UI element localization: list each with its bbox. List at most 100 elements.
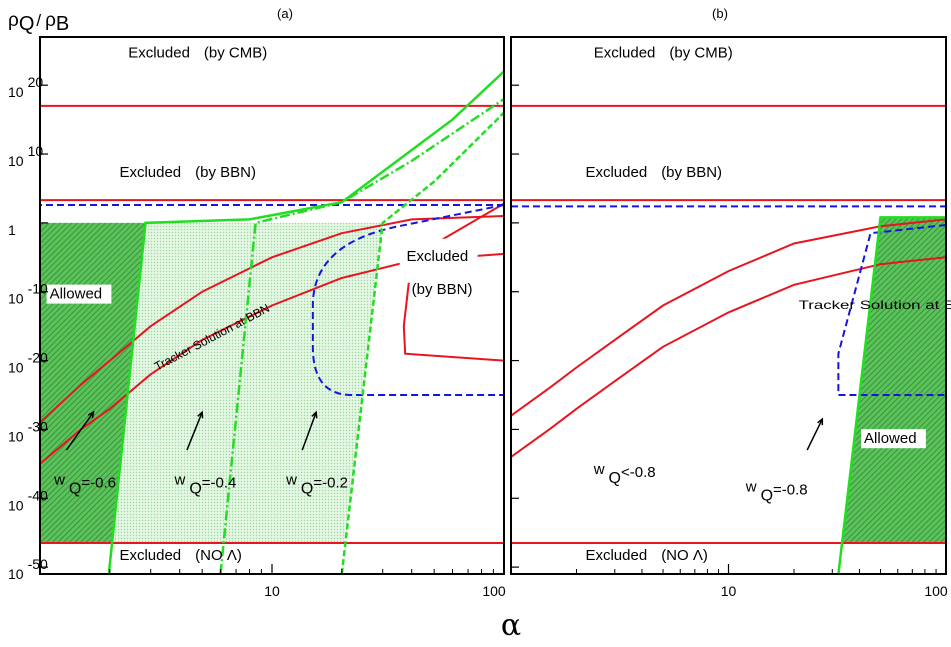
- y-tick-label: 1010: [8, 143, 43, 169]
- w-curve-1: [837, 216, 946, 574]
- region-label-main: Allowed: [864, 430, 917, 447]
- region-label-main: Excluded: [119, 164, 181, 181]
- region-label-sub: (NO Λ): [661, 547, 708, 564]
- tracker-band-lower: [511, 256, 946, 458]
- w-label-value: =-0.8: [773, 481, 808, 498]
- allowed-region-light: [112, 222, 256, 544]
- w-label-value: =-0.4: [202, 475, 237, 492]
- w-arrow-shaft: [301, 411, 317, 451]
- ylabel-sep: /: [36, 11, 41, 30]
- w-arrow-head: [87, 410, 95, 419]
- w-label-value: =-0.6: [81, 475, 116, 492]
- w-curve-2: [340, 111, 504, 574]
- allowed-region-dark: [842, 217, 946, 544]
- tracker-band-upper: [40, 215, 504, 424]
- y-tick-base: 1: [8, 222, 16, 238]
- allowed-region-light: [223, 222, 383, 544]
- y-tick-sup: -10: [28, 281, 48, 297]
- w-label-sub: Q: [761, 487, 773, 504]
- region-label-sub: (by BBN): [195, 164, 256, 181]
- y-tick-base: 10: [8, 153, 24, 169]
- w-label-sub: Q: [301, 481, 313, 498]
- y-tick-label: 10-20: [8, 350, 48, 376]
- island-label-sub: (by BBN): [412, 281, 473, 298]
- w-label: wQ=-0.2: [285, 472, 348, 498]
- y-tick-base: 10: [8, 84, 24, 100]
- island-label-bg: [399, 238, 478, 283]
- ylabel-rho-b: ρ: [45, 10, 56, 31]
- x-tick-label: 10: [721, 583, 737, 599]
- y-tick-base: 10: [8, 360, 24, 376]
- w-label: wQ=-0.4: [174, 472, 237, 498]
- y-tick-sup: -40: [28, 487, 48, 503]
- panel-b-ticks: 10 100: [511, 84, 948, 599]
- w-arrow-head: [817, 417, 824, 426]
- region-label-sub: (NO Λ): [195, 547, 242, 564]
- w-arrow-head: [197, 410, 204, 419]
- x-tick-label: 100: [482, 583, 506, 599]
- panel-b-fills: [842, 217, 946, 544]
- allowed-label-bg: [46, 284, 112, 304]
- region-label-main: Excluded: [585, 547, 647, 564]
- w-label-value: <-0.8: [621, 464, 656, 481]
- w-label-sub: Q: [69, 481, 81, 498]
- region-label: Excluded (by CMB): [594, 45, 733, 62]
- w-label-w: w: [174, 472, 186, 489]
- w-curve-0: [107, 70, 504, 574]
- w-arrow-shaft: [806, 418, 823, 451]
- tracker-label: Tracker Solution at BBN: [799, 298, 951, 312]
- region-label-main: Excluded: [119, 547, 181, 564]
- y-axis-title: ρQ / ρB: [8, 10, 69, 35]
- w-label-w: w: [53, 472, 65, 489]
- y-tick-base: 10: [8, 497, 24, 513]
- x-axis-title: α: [501, 608, 521, 642]
- bbn-contour: [311, 204, 504, 396]
- island-label-main: Excluded: [407, 248, 469, 265]
- panel-a-fills: [40, 222, 383, 544]
- x-tick-label: 100: [924, 583, 948, 599]
- x-tick-label: 10: [264, 583, 280, 599]
- y-tick-sup: -20: [28, 350, 48, 366]
- y-tick-sup: -30: [28, 418, 48, 434]
- y-tick-base: 10: [8, 566, 24, 582]
- panel-b: (b) Excluded (by CMB)Excluded (by BBN)Excl…: [510, 6, 951, 599]
- w-arrow-shaft: [65, 411, 95, 451]
- w-label: wQ=-0.8: [745, 478, 808, 504]
- w-label: wQ<-0.8: [593, 461, 656, 487]
- region-label: Allowed: [50, 286, 103, 303]
- y-tick-sup: 20: [28, 74, 44, 90]
- y-tick-label: 10-50: [8, 556, 48, 582]
- w-label-w: w: [285, 472, 297, 489]
- y-tick-label: 1020: [8, 74, 43, 100]
- w-label-w: w: [745, 478, 757, 495]
- panel-a: (a) Excluded (by CMB)Excluded (by BBN)Excl…: [8, 6, 506, 599]
- region-label-main: Excluded: [594, 45, 656, 62]
- region-label: Excluded (by BBN): [119, 164, 256, 181]
- region-label-main: Excluded: [128, 45, 190, 62]
- panel-a-label: (a): [277, 6, 293, 21]
- panel-b-annotations: Excluded (by CMB) Excluded (by BBN) Excluded…: [585, 45, 951, 565]
- tracker-band-upper: [511, 218, 946, 417]
- w-label: wQ=-0.6: [53, 472, 116, 498]
- ylabel-rho-q-sub: Q: [19, 13, 35, 35]
- region-label: Excluded (NO Λ): [585, 547, 707, 564]
- w-label-w: w: [593, 461, 605, 478]
- region-label: Allowed: [864, 430, 917, 447]
- y-tick-sup: 10: [28, 143, 44, 159]
- bbn-contour: [837, 223, 946, 396]
- region-label: Excluded (by BBN): [585, 164, 722, 181]
- ylabel-rho-q: ρ: [8, 10, 19, 31]
- allowed-label-bg: [861, 429, 926, 449]
- svg-text:ρQ/ρB: ρQ / ρB: [8, 10, 69, 35]
- w-arrow-head: [311, 410, 318, 419]
- region-label-main: Allowed: [50, 286, 103, 303]
- panel-b-curves: [511, 104, 946, 574]
- w-curve-1: [219, 97, 504, 574]
- region-label: Excluded (by CMB): [128, 45, 267, 62]
- ylabel-rho-b-sub: B: [56, 13, 69, 35]
- y-tick-base: 10: [8, 428, 24, 444]
- y-tick-label: 10-10: [8, 281, 48, 307]
- y-tick-sup: -50: [28, 556, 48, 572]
